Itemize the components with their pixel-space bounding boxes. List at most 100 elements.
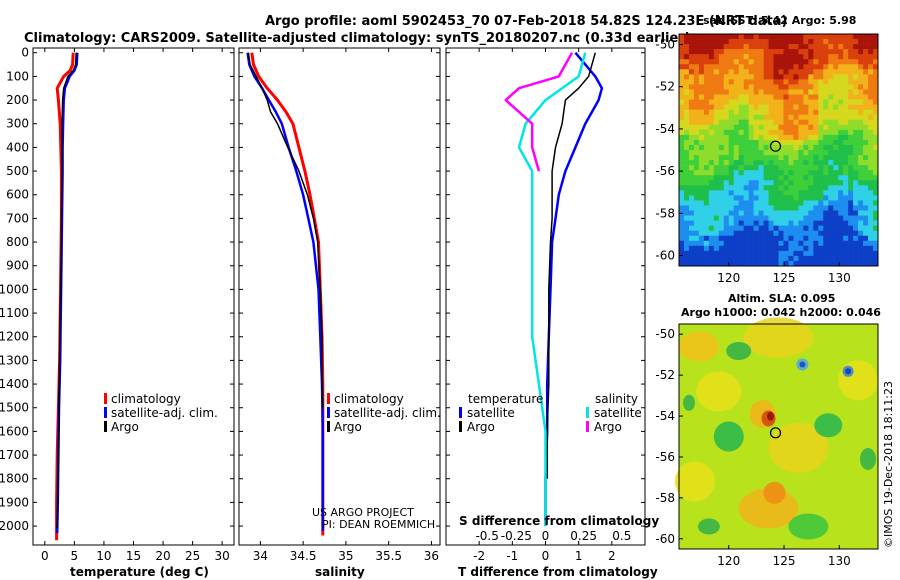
- sst-cell: [763, 230, 769, 237]
- sla-anomaly-blob: [726, 342, 752, 360]
- sst-cell: [858, 250, 864, 257]
- sst-cell: [868, 200, 874, 206]
- sst-cell: [778, 155, 784, 161]
- sst-cell: [768, 260, 774, 267]
- sst-cell: [708, 175, 715, 181]
- sst-cell: [708, 114, 715, 121]
- sst-cell: [753, 245, 759, 252]
- sst-cell: [828, 205, 834, 211]
- sst-cell: [823, 44, 829, 50]
- sst-cell: [858, 165, 864, 171]
- sst-cell: [768, 225, 774, 231]
- temperature-legend: climatology satellite-adj. clim. Argo: [104, 392, 218, 434]
- sst-cell: [713, 109, 720, 115]
- sst-cell: [679, 74, 685, 80]
- sst-cell: [768, 34, 774, 40]
- sst-cell: [679, 230, 685, 237]
- sst-cell: [683, 180, 690, 186]
- sst-cell: [843, 205, 849, 211]
- sst-cell: [768, 245, 774, 252]
- sst-cell: [728, 134, 735, 141]
- sst-cell: [773, 250, 779, 257]
- sst-cell: [683, 44, 690, 50]
- sst-cell: [713, 49, 720, 55]
- sst-cell: [783, 49, 789, 55]
- sst-cell: [708, 205, 715, 211]
- sst-cell: [753, 44, 759, 50]
- sst-cell: [783, 114, 789, 121]
- sla-map-field: [674, 317, 879, 549]
- sst-cell: [818, 89, 824, 95]
- sst-cell: [728, 54, 735, 60]
- sst-cell: [743, 124, 749, 131]
- sst-cell: [713, 160, 720, 166]
- sst-cell: [788, 69, 794, 75]
- sst-cell: [693, 134, 700, 141]
- depth-tick-label: 700: [6, 211, 29, 225]
- sst-cell: [733, 34, 739, 40]
- sst-cell: [763, 155, 769, 161]
- sst-cell: [688, 155, 695, 161]
- sst-cell: [708, 250, 715, 257]
- sst-cell: [808, 175, 814, 181]
- sst-cell: [803, 124, 809, 131]
- sst-cell: [813, 205, 819, 211]
- sst-cell: [698, 260, 705, 267]
- sst-cell: [753, 185, 759, 191]
- sst-cell: [728, 215, 735, 221]
- sst-cell: [843, 34, 849, 40]
- sst-cell: [853, 84, 859, 90]
- sst-cell: [693, 114, 700, 121]
- sst-cell: [788, 225, 794, 231]
- sst-cell: [713, 134, 720, 141]
- sst-cell: [713, 59, 720, 65]
- sst-cell: [833, 104, 839, 110]
- sst-cell: [778, 210, 784, 216]
- sst-cell: [698, 240, 705, 247]
- sst-cell: [698, 129, 705, 136]
- sst-cell: [763, 44, 769, 50]
- sst-cell: [833, 220, 839, 226]
- difference-y-ticks: [446, 52, 645, 527]
- sst-cell: [738, 54, 744, 60]
- sst-cell: [868, 114, 874, 121]
- sst-cell: [723, 114, 730, 121]
- sst-cell: [848, 139, 854, 146]
- sst-cell: [728, 230, 735, 237]
- sst-cell: [843, 109, 849, 115]
- sst-cell: [738, 210, 744, 216]
- legend-label-s-satellite: satellite: [594, 406, 642, 420]
- sst-cell: [708, 59, 715, 65]
- sst-cell: [843, 250, 849, 257]
- sst-cell: [683, 260, 690, 267]
- sst-cell: [868, 109, 874, 115]
- sst-cell: [763, 89, 769, 95]
- sst-cell: [698, 119, 705, 126]
- sst-cell: [873, 109, 879, 115]
- sst-cell: [773, 74, 779, 80]
- sst-cell: [758, 89, 764, 95]
- sst-cell: [823, 230, 829, 237]
- sst-cell: [718, 74, 725, 80]
- sst-cell: [868, 134, 874, 141]
- sst-cell: [798, 84, 804, 90]
- sst-cell: [679, 124, 685, 131]
- sst-cell: [763, 200, 769, 206]
- sst-cell: [743, 230, 749, 237]
- sst-cell: [743, 155, 749, 161]
- sst-cell: [853, 230, 859, 237]
- sst-cell: [738, 49, 744, 55]
- sst-cell: [873, 74, 879, 80]
- sst-cell: [718, 240, 725, 247]
- sst-cell: [708, 220, 715, 226]
- sst-cell: [688, 255, 695, 262]
- sst-cell: [798, 180, 804, 186]
- map-lon-label: 130: [828, 271, 851, 285]
- sst-cell: [828, 220, 834, 226]
- salinity-axes-frame: [238, 47, 441, 546]
- sst-cell: [783, 144, 789, 151]
- map-lat-label: -60: [655, 248, 675, 262]
- sst-cell: [768, 190, 774, 196]
- sla-anomaly-blob: [763, 481, 786, 504]
- sst-cell: [679, 185, 685, 191]
